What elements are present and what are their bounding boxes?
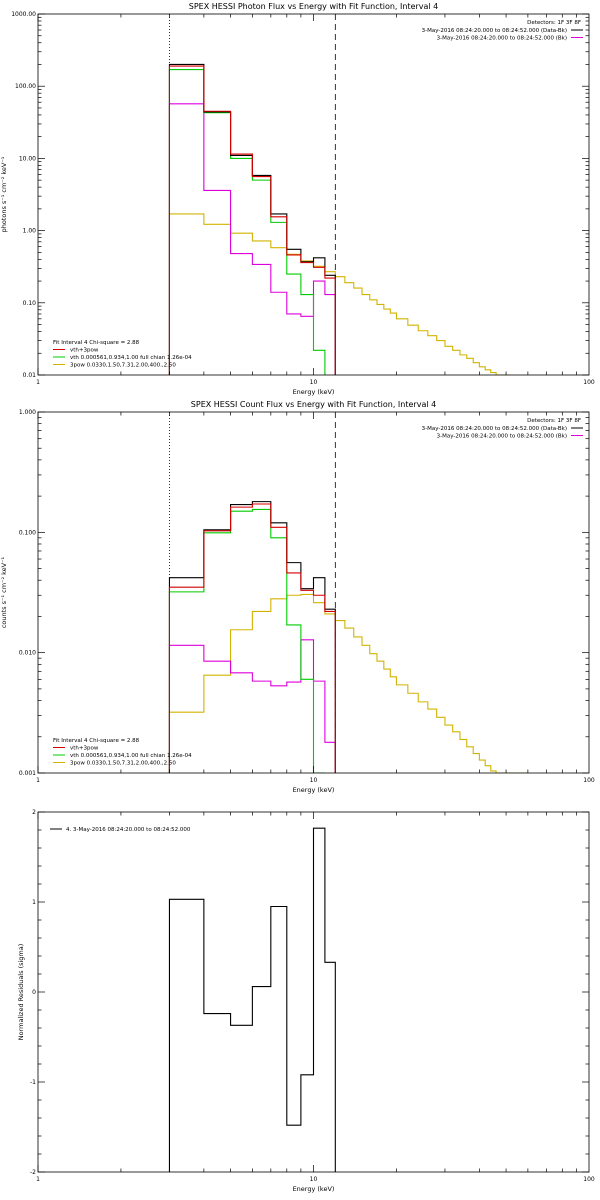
- x-tick-label: 10: [310, 379, 318, 386]
- x-tick-label: 1: [36, 379, 40, 386]
- y-tick-label: 0.001: [19, 770, 36, 777]
- legend-detectors: Detectors: 1F 3F 8F: [527, 418, 581, 424]
- chart-panel-1: 1 10 100 0.01 0.10 1.00 10.00 100.00 1000.00 Ener…: [0, 2, 595, 396]
- chart-title: SPEX HESSI Count Flux vs Energy with Fit…: [191, 400, 436, 409]
- y-axis-label: counts s⁻¹ cm⁻² keV⁻¹: [0, 556, 8, 628]
- y-tick-label: 0.10: [23, 300, 37, 307]
- x-tick-label: 1: [36, 1176, 40, 1183]
- legend-entry-label: 3pow 0.0330,1.50,7.31,2.00,400.,2.50: [70, 761, 176, 767]
- series-vth-3pow: [168, 503, 336, 773]
- plot-area: [168, 412, 528, 773]
- plot-area: [168, 827, 336, 1172]
- y-tick-label: 0.01: [23, 372, 37, 379]
- x-axis-label: Energy (keV): [293, 786, 335, 794]
- x-tick-label: 100: [583, 379, 595, 386]
- x-tick-label: 10: [310, 777, 318, 784]
- y-tick-label: 100.00: [15, 83, 36, 90]
- series-bk: [168, 639, 336, 773]
- legend-entry-label: 4. 3-May-2016 08:24:20.000 to 08:24:52.0…: [66, 827, 191, 833]
- y-axis-label: photons s⁻¹ cm⁻² keV⁻¹: [0, 156, 8, 232]
- plot-area: [168, 14, 511, 375]
- x-tick-label: 100: [583, 1176, 595, 1183]
- chart-title: SPEX HESSI Photon Flux vs Energy with Fi…: [189, 2, 439, 11]
- y-tick-label: 1000.00: [11, 11, 36, 18]
- x-tick-label: 100: [583, 777, 595, 784]
- series-data-bk: [168, 501, 336, 773]
- series-4-3-may-2016-08-24-20-000-to-08-24-52-000: [168, 827, 336, 1172]
- x-axis-label: Energy (keV): [293, 388, 335, 396]
- series-bk: [168, 103, 336, 375]
- series-3pow: [168, 213, 511, 375]
- y-axis-label: Normalized Residuals (sigma): [17, 944, 25, 1041]
- x-axis-label: Energy (keV): [293, 1185, 335, 1193]
- legend-entry-label: vth 0.000561,0.934,1.00 full chian 1.26e…: [70, 753, 192, 759]
- legend-entry-label: 3-May-2016 08:24:20.000 to 08:24:52.000 …: [437, 434, 567, 440]
- y-tick-label: 0.010: [19, 650, 36, 657]
- y-tick-label: -1: [30, 1079, 36, 1086]
- legend-detectors: Detectors: 1F 3F 8F: [527, 20, 581, 26]
- chart-panel-2: 1 10 100 0.001 0.010 0.100 1.000 Energy (keV) co…: [0, 400, 595, 794]
- y-tick-label: -2: [30, 1169, 36, 1176]
- series-vth-3pow: [168, 65, 336, 375]
- y-tick-label: 0: [32, 989, 36, 996]
- series-3pow: [168, 593, 528, 773]
- x-tick-label: 1: [36, 777, 40, 784]
- legend-fit-header: Fit Interval 4 Chi-square = 2.88: [53, 340, 140, 346]
- y-tick-label: 0.100: [19, 529, 36, 536]
- y-tick-label: 1.000: [19, 409, 36, 416]
- legend-entry-label: 3-May-2016 08:24:20.000 to 08:24:52.000 …: [437, 36, 567, 42]
- chart-panel-3: 1 10 100 -2 -1 0 1 2 Energy (keV) Normalized Resi…: [17, 809, 595, 1193]
- y-tick-label: 1: [32, 899, 36, 906]
- legend-entry-label: 3pow 0.0330,1.50,7.31,2.00,400.,2.50: [70, 363, 176, 369]
- y-tick-label: 10.00: [19, 155, 36, 162]
- legend-entry-label: 3-May-2016 08:24:20.000 to 08:24:52.000 …: [422, 28, 567, 34]
- legend-entry-label: vth+3pow: [70, 746, 99, 752]
- legend-entry-label: vth 0.000561,0.934,1.00 full chian 1.26e…: [70, 355, 192, 361]
- series-data-bk: [168, 63, 336, 375]
- legend-entry-label: vth+3pow: [70, 348, 99, 354]
- series-vth: [168, 69, 326, 375]
- series-vth: [168, 508, 325, 773]
- x-tick-label: 10: [310, 1176, 318, 1183]
- legend-entry-label: 3-May-2016 08:24:20.000 to 08:24:52.000 …: [422, 426, 567, 432]
- y-tick-label: 2: [32, 809, 36, 816]
- legend-fit-header: Fit Interval 4 Chi-square = 2.88: [53, 738, 140, 744]
- y-tick-label: 1.00: [23, 228, 37, 235]
